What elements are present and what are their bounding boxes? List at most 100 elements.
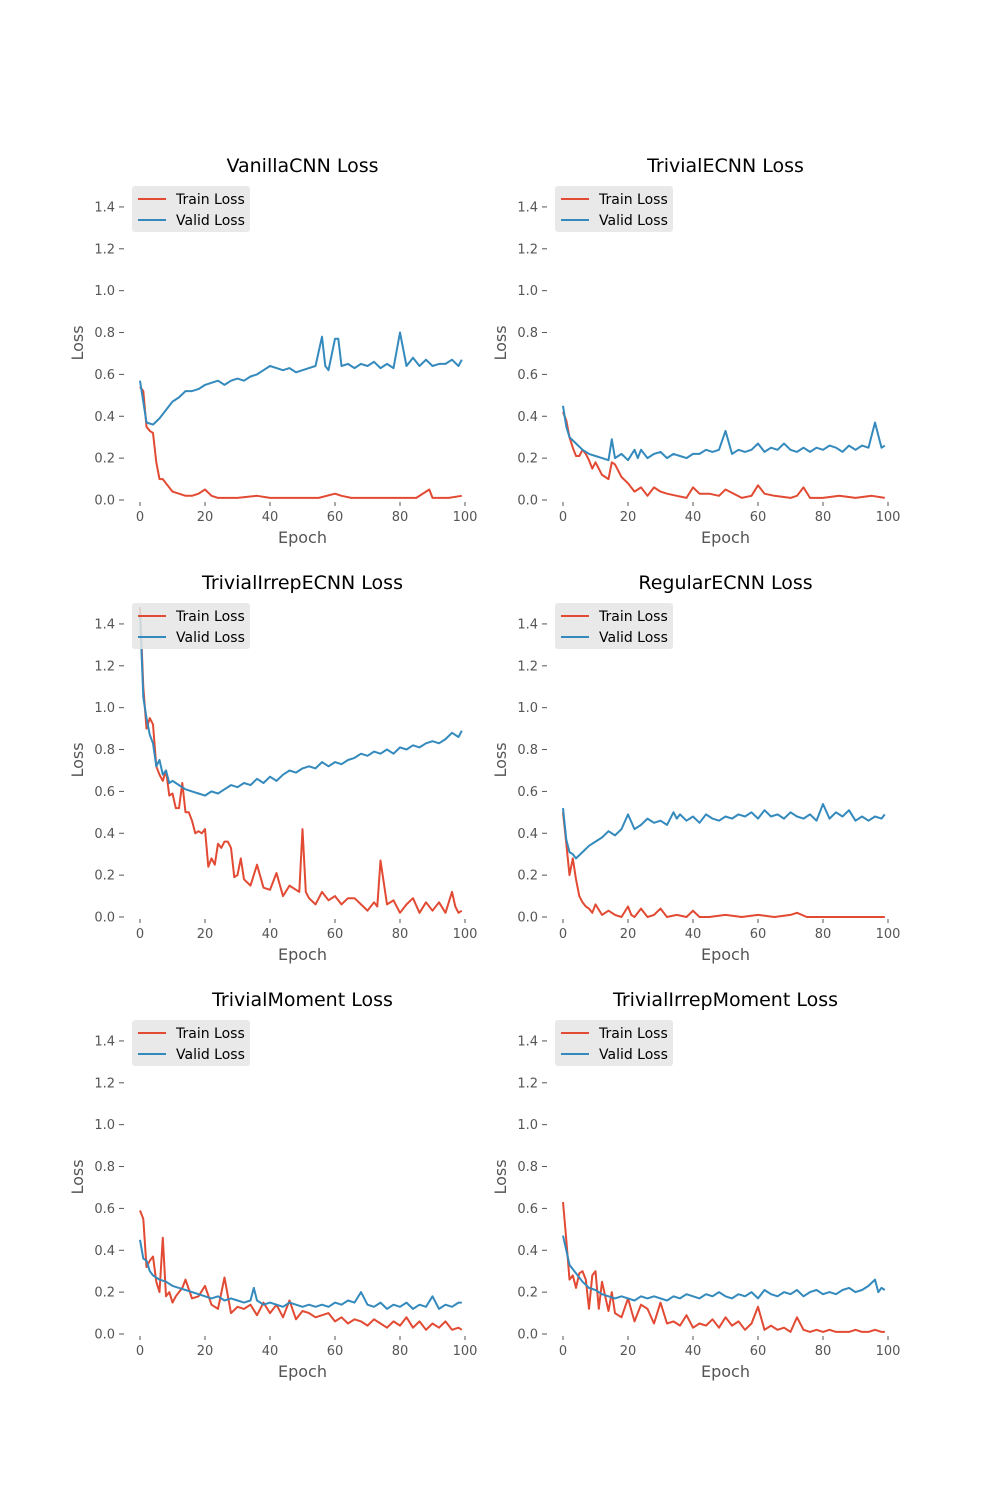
chart-panel-3: TrivialIrrepECNN Loss 0.0 0.2 0.4 0.6 0.8 1.0 1… [68, 572, 477, 964]
x-tick-label: 40 [685, 510, 702, 525]
chart-panel-6: TrivialIrrepMoment Loss 0.0 0.2 0.4 0.6 0.8 1.… [491, 989, 900, 1381]
y-tick-label: 0.6 [94, 1202, 115, 1217]
y-axis-label: Loss [491, 1159, 510, 1194]
x-axis-label: Epoch [278, 945, 327, 964]
y-tick-label: 0.0 [517, 494, 538, 509]
x-tick-label: 0 [136, 1344, 144, 1359]
series-line-valid [562, 803, 886, 860]
y-tick-label: 1.0 [94, 701, 115, 716]
x-tick-label: 80 [815, 1344, 832, 1359]
x-tick-label: 60 [327, 510, 344, 525]
series-line-valid [139, 1239, 462, 1310]
y-tick-label: 1.2 [94, 242, 115, 257]
y-tick-label: 0.0 [94, 494, 115, 509]
y-tick-label: 0.6 [517, 785, 538, 800]
y-tick-label: 0.4 [94, 827, 115, 842]
y-tick-label: 0.0 [517, 1328, 538, 1343]
y-tick-label: 0.8 [94, 326, 115, 341]
x-tick-label: 40 [262, 1344, 279, 1359]
x-tick-label: 80 [392, 510, 409, 525]
y-tick-label: 0.6 [94, 368, 115, 383]
series-line-train [139, 1210, 463, 1331]
chart-panel-4: RegularECNN Loss 0.0 0.2 0.4 0.6 0.8 1.0 1.2 1.4… [491, 572, 900, 964]
x-tick-label: 80 [815, 927, 832, 942]
y-tick-label: 0.2 [517, 1286, 538, 1301]
chart-panel-2: TrivialECNN Loss 0.0 0.2 0.4 0.6 0.8 1.0 1.2 1.4… [491, 155, 900, 547]
series-line-valid [562, 1235, 886, 1302]
x-tick-label: 80 [392, 1344, 409, 1359]
y-tick-label: 1.4 [517, 617, 538, 632]
series-line-valid [139, 331, 463, 426]
x-tick-label: 20 [197, 510, 214, 525]
y-tick-label: 1.4 [94, 200, 115, 215]
x-tick-label: 0 [136, 510, 144, 525]
y-tick-label: 0.4 [94, 1244, 115, 1259]
legend: Train Loss Valid Loss [132, 603, 250, 649]
legend: Train Loss Valid Loss [555, 186, 673, 232]
y-tick-label: 1.0 [517, 701, 538, 716]
legend-label-train: Train Loss [598, 192, 668, 208]
legend: Train Loss Valid Loss [555, 603, 673, 649]
x-tick-label: 100 [453, 927, 478, 942]
series-line-train [562, 411, 885, 499]
x-tick-label: 20 [620, 510, 637, 525]
y-tick-label: 0.2 [94, 1286, 115, 1301]
y-tick-label: 0.4 [517, 827, 538, 842]
y-axis-label: Loss [68, 1159, 87, 1194]
series-line-train [562, 1202, 885, 1333]
x-axis-label: Epoch [278, 1362, 327, 1381]
x-tick-label: 100 [453, 510, 478, 525]
y-tick-label: 1.0 [517, 284, 538, 299]
chart-panel-5: TrivialMoment Loss 0.0 0.2 0.4 0.6 0.8 1.0 1.2 1… [68, 989, 477, 1381]
y-tick-label: 0.8 [94, 1160, 115, 1175]
x-axis-label: Epoch [701, 528, 750, 547]
legend-label-valid: Valid Loss [599, 213, 668, 229]
chart-panel-1: VanillaCNN Loss 0.0 0.2 0.4 0.6 0.8 1.0 1.2 1.4 0… [68, 155, 477, 547]
series-line-valid [139, 613, 463, 797]
y-tick-label: 1.4 [94, 1034, 115, 1049]
chart-title: TrivialIrrepECNN Loss [201, 572, 403, 594]
x-tick-label: 80 [815, 510, 832, 525]
x-tick-label: 20 [197, 1344, 214, 1359]
y-axis-label: Loss [491, 742, 510, 777]
x-tick-label: 0 [559, 510, 567, 525]
y-tick-label: 0.8 [94, 743, 115, 758]
y-tick-label: 1.2 [517, 1076, 538, 1091]
legend-label-valid: Valid Loss [176, 213, 245, 229]
x-tick-label: 80 [392, 927, 409, 942]
y-tick-label: 0.8 [517, 743, 538, 758]
series-line-train [139, 386, 462, 499]
x-tick-label: 20 [620, 1344, 637, 1359]
x-tick-label: 100 [876, 1344, 901, 1359]
y-tick-label: 0.8 [517, 326, 538, 341]
y-tick-label: 1.0 [517, 1118, 538, 1133]
y-tick-label: 0.2 [517, 452, 538, 467]
x-tick-label: 40 [262, 927, 279, 942]
x-tick-label: 40 [685, 927, 702, 942]
y-axis-label: Loss [491, 325, 510, 360]
legend: Train Loss Valid Loss [555, 1020, 673, 1066]
y-tick-label: 0.4 [94, 410, 115, 425]
y-tick-label: 0.2 [94, 452, 115, 467]
x-tick-label: 40 [262, 510, 279, 525]
chart-title: TrivialIrrepMoment Loss [612, 989, 838, 1011]
y-tick-label: 1.2 [517, 242, 538, 257]
y-tick-label: 1.4 [94, 617, 115, 632]
x-tick-label: 0 [559, 927, 567, 942]
y-tick-label: 1.4 [517, 200, 538, 215]
chart-title: VanillaCNN Loss [226, 155, 378, 177]
y-tick-label: 0.8 [517, 1160, 538, 1175]
legend-label-train: Train Loss [175, 1026, 245, 1042]
legend-label-train: Train Loss [598, 609, 668, 625]
y-tick-label: 0.0 [517, 911, 538, 926]
series-line-train [139, 607, 463, 914]
x-axis-label: Epoch [701, 1362, 750, 1381]
y-tick-label: 1.2 [517, 659, 538, 674]
y-tick-label: 0.4 [517, 410, 538, 425]
legend-label-train: Train Loss [175, 609, 245, 625]
y-tick-label: 1.0 [94, 284, 115, 299]
y-tick-label: 0.0 [94, 911, 115, 926]
y-tick-label: 0.6 [517, 368, 538, 383]
chart-title: RegularECNN Loss [638, 572, 812, 594]
